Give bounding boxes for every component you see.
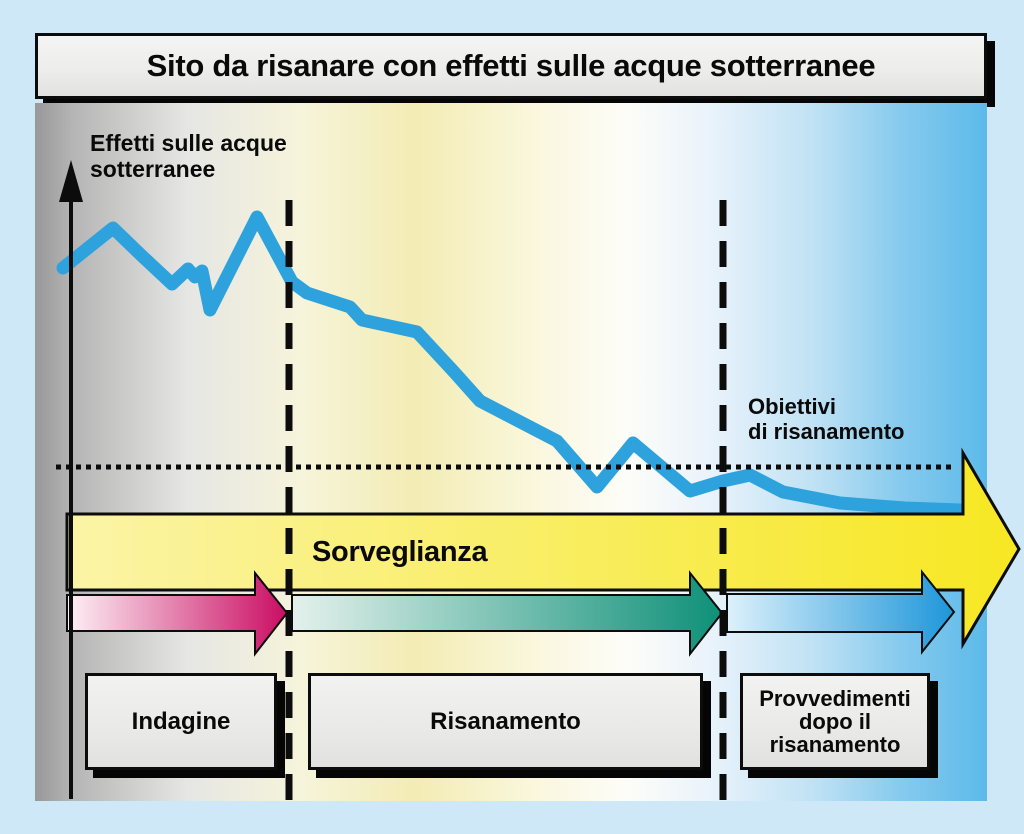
phase-box-indagine-label: Indagine <box>131 707 231 735</box>
remediation-phase-arrow <box>291 570 724 657</box>
surveillance-arrow <box>65 447 1021 650</box>
phase-box-risanamento-label: Risanamento <box>430 707 581 735</box>
phase-box-risanamento: Risanamento <box>308 673 703 770</box>
remediation-target-label-line2: di risanamento <box>748 419 905 444</box>
post-remediation-phase-arrow <box>726 569 956 655</box>
groundwater-effects-curve <box>56 210 967 517</box>
page-title: Sito da risanare con effetti sulle acque… <box>146 48 876 83</box>
phase-box-indagine: Indagine <box>85 673 277 770</box>
title-box: Sito da risanare con effetti sulle acque… <box>35 33 987 99</box>
y-axis-label: Effetti sulle acque sotterranee <box>90 130 287 182</box>
y-axis-label-line1: Effetti sulle acque <box>90 130 287 156</box>
remediation-target-label-line1: Obiettivi <box>748 394 837 419</box>
remediation-target-label: Obiettivi di risanamento <box>748 394 904 444</box>
surveillance-label: Sorveglianza <box>312 536 488 568</box>
investigation-phase-arrow <box>66 570 289 657</box>
phase-box-provvedimenti: Provvedimenti dopo il risanamento <box>740 673 930 770</box>
phase-box-provvedimenti-label: Provvedimenti dopo il risanamento <box>759 686 911 757</box>
y-axis-label-line2: sotterranee <box>90 156 216 182</box>
y-axis-arrow-icon <box>59 160 83 202</box>
